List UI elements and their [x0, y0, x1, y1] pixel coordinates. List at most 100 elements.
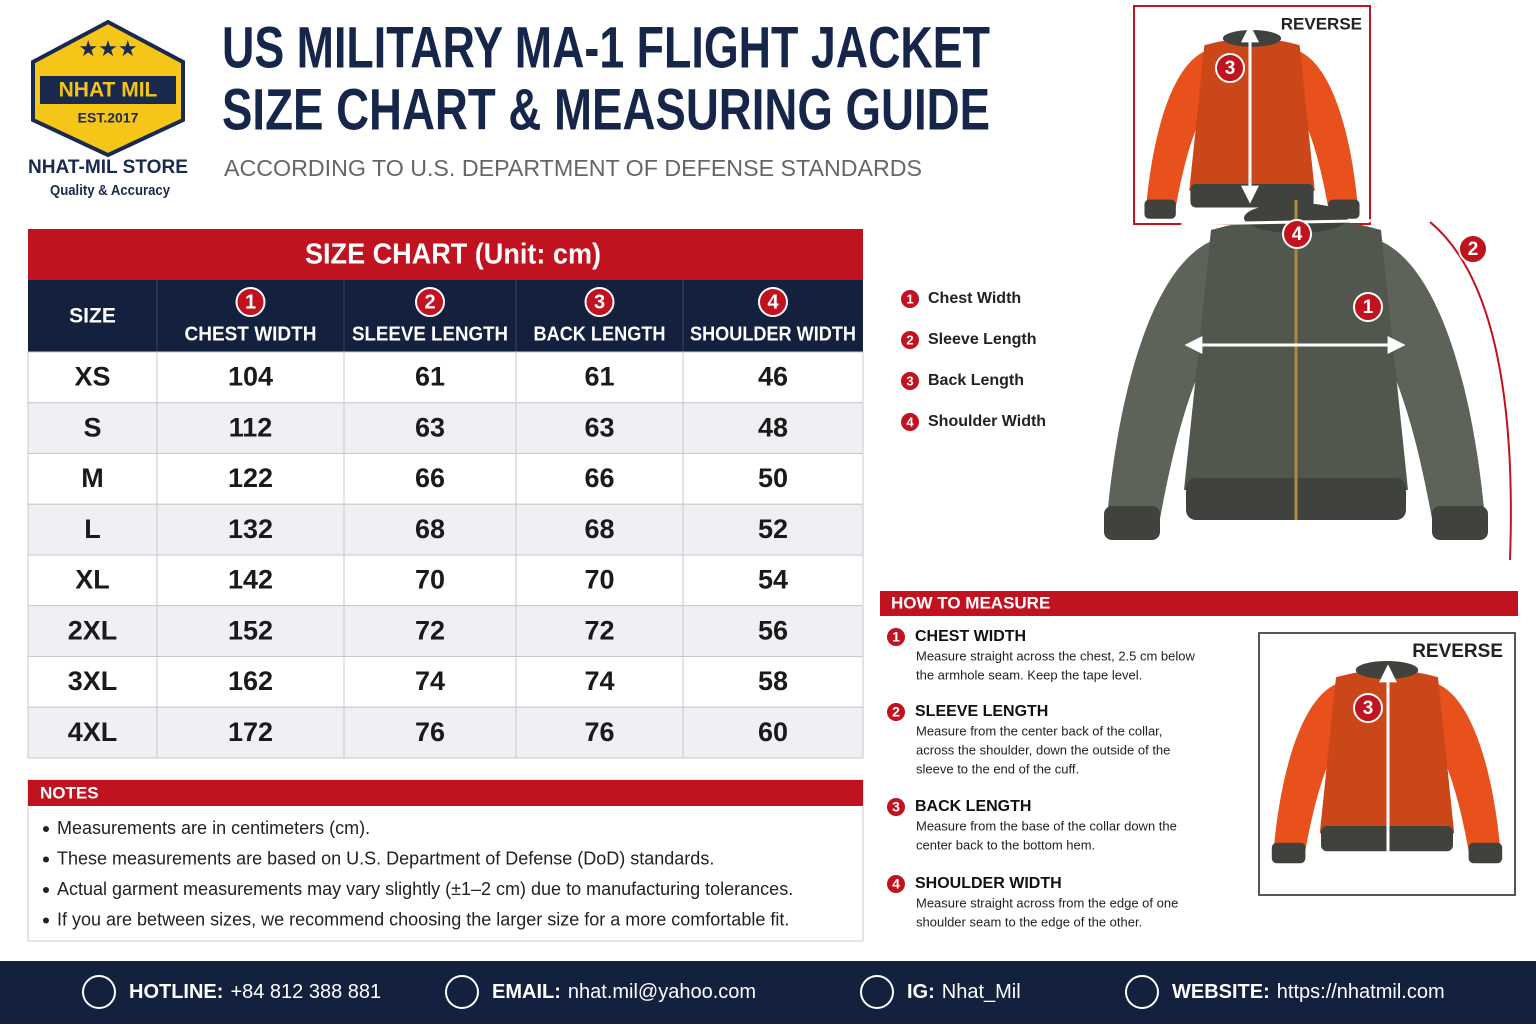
- column-header: BACK LENGTH: [534, 323, 666, 345]
- table-title: SIZE CHART (Unit: cm): [305, 239, 601, 271]
- step-text: shoulder seam to the edge of the other.: [916, 914, 1142, 929]
- badge-number: 2: [906, 332, 913, 347]
- number-badge: [885, 626, 907, 648]
- badge-number: 2: [892, 704, 900, 720]
- table-cell: 76: [584, 717, 614, 747]
- logo-est: EST.2017: [78, 110, 139, 126]
- logo-stars: ★★★: [78, 36, 137, 61]
- number-badge: [899, 329, 921, 351]
- table-cell: 50: [758, 463, 788, 493]
- footer-label: IG:: [907, 981, 935, 1003]
- table-cell: XL: [75, 565, 110, 595]
- footer-icon: [82, 975, 116, 1009]
- badge-number: 1: [892, 629, 900, 645]
- number-badge: [885, 796, 907, 818]
- table-cell: 4XL: [68, 717, 118, 747]
- step-text: the armhole seam. Keep the tape level.: [916, 667, 1142, 682]
- badge-number: 4: [906, 414, 914, 429]
- step-text: center back to the bottom hem.: [916, 837, 1095, 852]
- table-row: [27, 554, 864, 607]
- table-cell: 68: [415, 514, 445, 544]
- badge-number: 4: [892, 876, 900, 892]
- store-name: NHAT-MIL STORE: [28, 157, 188, 178]
- store-tagline: Quality & Accuracy: [50, 182, 171, 199]
- step-title: BACK LENGTH: [915, 798, 1031, 815]
- note-item: If you are between sizes, we recommend c…: [57, 909, 789, 929]
- table-cell: 46: [758, 362, 788, 392]
- column-header: CHEST WIDTH: [185, 323, 317, 345]
- number-badge: [584, 287, 615, 317]
- footer-label: WEBSITE:: [1172, 981, 1270, 1003]
- step-title: SHOULDER WIDTH: [915, 875, 1062, 892]
- number-badge: [1215, 53, 1245, 83]
- table-cell: 70: [584, 565, 614, 595]
- table-cell: 61: [584, 362, 614, 392]
- table-cell: 76: [415, 717, 445, 747]
- notes-box: [27, 779, 864, 942]
- badge-number: 4: [1292, 224, 1303, 245]
- table-row: [27, 605, 864, 657]
- table-cell: 72: [415, 615, 445, 645]
- number-badge: [235, 287, 266, 317]
- logo-name: NHAT MIL: [59, 79, 158, 102]
- number-badge: [1282, 219, 1312, 249]
- table-cell: 3XL: [68, 666, 118, 696]
- badge-number: 3: [1363, 698, 1374, 719]
- footer: [0, 961, 1536, 1024]
- table-cell: 61: [415, 362, 445, 392]
- table-cell: 104: [228, 362, 273, 392]
- number-badge: [1458, 234, 1488, 264]
- table-cell: 112: [229, 412, 273, 442]
- badge-number: 1: [1363, 297, 1374, 318]
- number-badge: [899, 288, 921, 310]
- note-item: These measurements are based on U.S. Dep…: [57, 848, 714, 868]
- step-text: Measure from the center back of the coll…: [916, 723, 1162, 738]
- number-badge: [885, 701, 907, 723]
- legend-label: Chest Width: [928, 290, 1021, 307]
- table-cell: 52: [758, 514, 788, 544]
- table-cell: 66: [584, 463, 614, 493]
- table-cell: 72: [584, 615, 614, 645]
- step-text: Measure from the base of the collar down…: [916, 818, 1177, 833]
- footer-item: HOTLINE: +84 812 388 881: [129, 981, 381, 1003]
- column-header: SLEEVE LENGTH: [352, 323, 508, 345]
- badge-number: 4: [767, 291, 779, 313]
- table-row: [27, 706, 864, 759]
- footer-item: EMAIL: nhat.mil@yahoo.com: [492, 981, 756, 1003]
- table-cell: 70: [415, 565, 445, 595]
- table-cell: 56: [758, 615, 788, 645]
- table-cell: 162: [228, 666, 273, 696]
- bullet: [43, 856, 49, 863]
- footer-label: HOTLINE:: [129, 981, 223, 1003]
- badge-number: 1: [245, 291, 256, 313]
- table-cell: 2XL: [68, 615, 118, 645]
- badge-number: 2: [1468, 239, 1479, 260]
- note-item: Actual garment measurements may vary sli…: [57, 879, 793, 899]
- footer-value: https://nhatmil.com: [1277, 981, 1445, 1003]
- table-cell: 48: [758, 412, 788, 442]
- notes-bar: [28, 780, 863, 806]
- table-cell: 172: [228, 717, 273, 747]
- table-cell: L: [84, 514, 101, 544]
- table-cell: 122: [228, 463, 273, 493]
- table-cell: 54: [758, 565, 788, 595]
- badge-number: 3: [906, 373, 913, 388]
- table-cell: XS: [74, 362, 110, 392]
- footer-item: WEBSITE: https://nhatmil.com: [1172, 981, 1445, 1003]
- badge-number: 3: [892, 799, 900, 815]
- legend-label: Sleeve Length: [928, 331, 1036, 348]
- table-header: [28, 280, 863, 352]
- subtitle: ACCORDING TO U.S. DEPARTMENT OF DEFENSE …: [224, 155, 922, 181]
- step-title: CHEST WIDTH: [915, 628, 1026, 645]
- step-text: sleeve to the end of the cuff.: [916, 761, 1079, 776]
- step-text: Measure straight across from the edge of…: [916, 895, 1178, 910]
- number-badge: [885, 873, 907, 895]
- badge-number: 1: [906, 291, 913, 306]
- table-cell: M: [81, 463, 104, 493]
- table-row: [27, 402, 864, 454]
- number-badge: [1353, 292, 1383, 322]
- logo-band: [40, 76, 176, 104]
- step-text: across the shoulder, down the outside of…: [916, 742, 1170, 757]
- number-badge: [415, 287, 445, 317]
- column-header: SIZE: [69, 305, 116, 328]
